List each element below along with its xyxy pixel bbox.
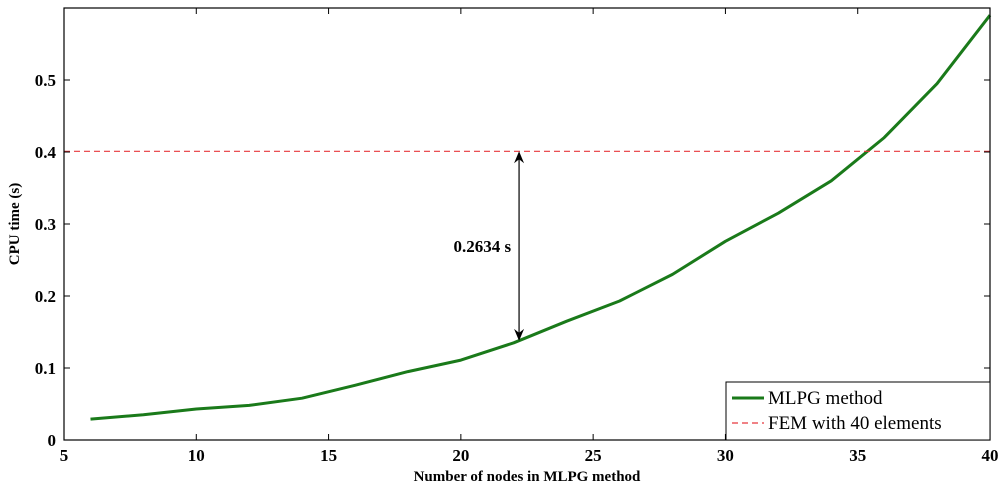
x-tick-label: 40 [982, 446, 999, 465]
annotation-label: 0.2634 s [453, 237, 511, 256]
x-tick-label: 30 [717, 446, 734, 465]
annotation-arrowhead-down [514, 328, 525, 341]
legend: MLPG method FEM with 40 elements [725, 381, 991, 441]
x-tick-label: 25 [585, 446, 602, 465]
series-layer [64, 14, 992, 421]
x-tick-label: 5 [60, 446, 69, 465]
y-tick-label: 0 [48, 431, 57, 450]
y-tick-label: 0.5 [35, 71, 56, 90]
legend-entry-fem: FEM with 40 elements [768, 413, 942, 434]
legend-entry-mlpg: MLPG method [768, 388, 883, 409]
legend-box [725, 381, 991, 441]
tick-layer: 5 10 15 20 25 30 35 40 0 0.1 0.2 0.3 0.4 0.5 [35, 8, 999, 465]
x-tick-label: 15 [320, 446, 337, 465]
annotation-layer: 0.2634 s [453, 151, 525, 341]
y-tick-label: 0.4 [35, 143, 57, 162]
y-tick-label: 0.2 [35, 287, 56, 306]
x-tick-label: 35 [849, 446, 866, 465]
series-line-0 [90, 14, 992, 421]
x-tick-label: 20 [452, 446, 469, 465]
annotation-arrowhead-up [514, 151, 525, 164]
x-tick-label: 10 [188, 446, 205, 465]
y-tick-label: 0.1 [35, 359, 56, 378]
x-axis-label: Number of nodes in MLPG method [414, 469, 641, 484]
y-tick-label: 0.3 [35, 215, 56, 234]
y-axis-label: CPU time (s) [7, 183, 23, 265]
